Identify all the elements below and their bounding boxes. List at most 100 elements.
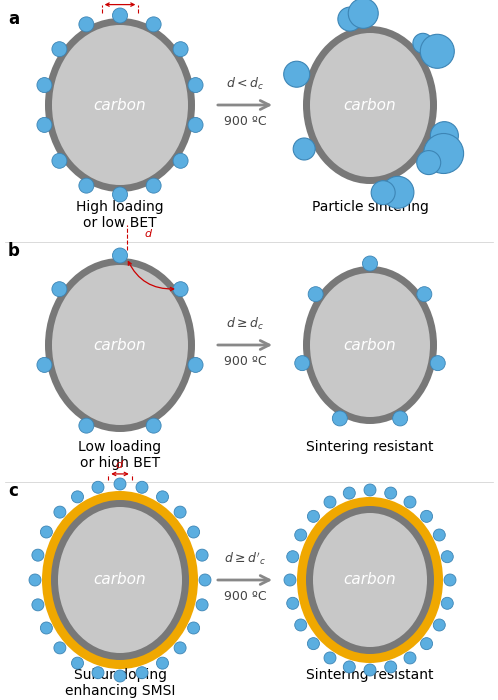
Circle shape <box>196 598 208 611</box>
Ellipse shape <box>310 33 430 177</box>
Circle shape <box>343 487 355 499</box>
Circle shape <box>287 597 299 609</box>
Text: carbon: carbon <box>344 97 396 113</box>
Text: carbon: carbon <box>94 573 146 587</box>
Circle shape <box>287 551 299 563</box>
Circle shape <box>430 122 458 150</box>
Text: carbon: carbon <box>94 337 146 353</box>
Circle shape <box>295 529 307 541</box>
Circle shape <box>173 42 188 57</box>
Circle shape <box>404 652 416 664</box>
Text: b: b <box>8 242 20 260</box>
Circle shape <box>382 176 414 209</box>
Circle shape <box>199 574 211 586</box>
Ellipse shape <box>303 266 437 424</box>
Circle shape <box>146 178 161 193</box>
Ellipse shape <box>313 513 427 647</box>
Circle shape <box>188 526 200 538</box>
Circle shape <box>392 411 408 426</box>
Text: Low loading
or high BET: Low loading or high BET <box>79 440 161 470</box>
Circle shape <box>385 661 397 673</box>
Circle shape <box>173 153 188 168</box>
Ellipse shape <box>303 26 437 184</box>
Text: c: c <box>8 482 18 500</box>
Circle shape <box>40 622 52 634</box>
Ellipse shape <box>52 265 188 425</box>
Circle shape <box>417 150 441 174</box>
Ellipse shape <box>52 25 188 185</box>
Circle shape <box>113 8 127 23</box>
Circle shape <box>79 178 94 193</box>
Circle shape <box>136 482 148 494</box>
Circle shape <box>308 287 323 302</box>
Circle shape <box>173 281 188 297</box>
Circle shape <box>146 17 161 32</box>
Circle shape <box>371 181 395 204</box>
Circle shape <box>37 358 52 372</box>
Circle shape <box>92 482 104 494</box>
Circle shape <box>433 529 445 541</box>
Circle shape <box>364 664 376 676</box>
Text: a: a <box>8 10 19 28</box>
Ellipse shape <box>51 500 189 660</box>
Circle shape <box>284 574 296 586</box>
Ellipse shape <box>58 507 182 653</box>
Circle shape <box>293 138 315 160</box>
Text: High loading
or low BET: High loading or low BET <box>76 200 164 230</box>
Circle shape <box>332 411 347 426</box>
Circle shape <box>404 496 416 508</box>
Text: $d < d_c$: $d < d_c$ <box>226 76 264 92</box>
Circle shape <box>113 187 127 202</box>
Text: 900 ºC: 900 ºC <box>224 590 266 603</box>
Circle shape <box>32 598 44 611</box>
Circle shape <box>188 78 203 92</box>
Circle shape <box>284 61 310 88</box>
Ellipse shape <box>297 497 443 663</box>
Circle shape <box>72 491 84 503</box>
Text: Sintering resistant: Sintering resistant <box>306 440 434 454</box>
Circle shape <box>114 670 126 682</box>
Circle shape <box>156 657 168 669</box>
Circle shape <box>364 484 376 496</box>
Circle shape <box>29 574 41 586</box>
Text: carbon: carbon <box>344 337 396 353</box>
Circle shape <box>79 17 94 32</box>
Ellipse shape <box>306 506 434 654</box>
Circle shape <box>54 642 66 654</box>
Circle shape <box>441 597 453 609</box>
Circle shape <box>52 42 67 57</box>
Circle shape <box>324 652 336 664</box>
Circle shape <box>54 506 66 518</box>
Circle shape <box>113 248 127 263</box>
Circle shape <box>156 491 168 503</box>
Circle shape <box>338 7 362 31</box>
Circle shape <box>307 510 319 522</box>
Circle shape <box>444 574 456 586</box>
Text: 900 ºC: 900 ºC <box>224 115 266 128</box>
Circle shape <box>32 550 44 561</box>
Circle shape <box>324 496 336 508</box>
Text: $d$: $d$ <box>144 227 153 239</box>
Circle shape <box>188 358 203 372</box>
Circle shape <box>430 356 445 370</box>
Ellipse shape <box>310 273 430 417</box>
Circle shape <box>136 666 148 679</box>
Text: $d$: $d$ <box>116 458 124 470</box>
Circle shape <box>174 642 186 654</box>
Circle shape <box>295 356 310 370</box>
Circle shape <box>433 619 445 631</box>
Text: $d \geq d'_c$: $d \geq d'_c$ <box>224 550 266 567</box>
Text: 900 ºC: 900 ºC <box>224 355 266 368</box>
Circle shape <box>40 526 52 538</box>
Circle shape <box>37 118 52 132</box>
Circle shape <box>188 118 203 132</box>
Ellipse shape <box>42 491 198 669</box>
Circle shape <box>343 661 355 673</box>
Circle shape <box>421 510 433 522</box>
Circle shape <box>72 657 84 669</box>
Circle shape <box>37 78 52 92</box>
Text: carbon: carbon <box>94 97 146 113</box>
Circle shape <box>363 256 377 271</box>
Circle shape <box>421 638 433 650</box>
Text: $d \geq d_c$: $d \geq d_c$ <box>226 316 264 332</box>
